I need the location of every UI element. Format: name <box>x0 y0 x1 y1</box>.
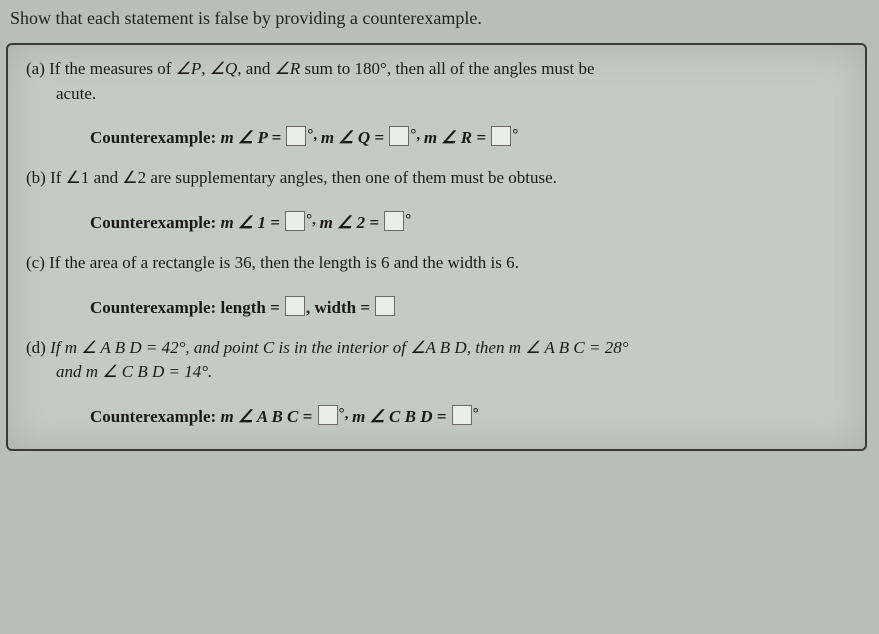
field-cbd-pre: m ∠ C B D = <box>352 407 451 426</box>
part-a-text-post: sum to 180°, then all of the angles must… <box>300 59 594 78</box>
part-d-counterexample: Counterexample: m ∠ A B C = °, m ∠ C B D… <box>90 405 847 427</box>
field-mr-post: ° <box>512 127 518 143</box>
input-angle-p[interactable] <box>286 126 306 146</box>
sep: , <box>201 59 210 78</box>
ce-label: Counterexample: <box>90 298 220 317</box>
part-a-text-post2: acute. <box>26 82 847 107</box>
field-m2-post: ° <box>405 212 411 228</box>
part-b-counterexample: Counterexample: m ∠ 1 = °, m ∠ 2 = ° <box>90 211 847 233</box>
angle-p: ∠P <box>176 59 202 78</box>
input-width[interactable] <box>375 296 395 316</box>
field-m2-pre: m ∠ 2 = <box>320 213 384 232</box>
input-angle-abc[interactable] <box>318 405 338 425</box>
field-m1-post: °, <box>306 212 320 228</box>
angle-q: ∠Q <box>210 59 238 78</box>
field-mq-pre: m ∠ Q = <box>321 128 388 147</box>
part-c-label: (c) <box>26 253 45 272</box>
part-c-text: If the area of a rectangle is 36, then t… <box>49 253 519 272</box>
part-c-statement: (c) If the area of a rectangle is 36, th… <box>26 251 847 276</box>
instruction-text: Show that each statement is false by pro… <box>10 8 867 29</box>
part-b: (b) If ∠1 and ∠2 are supplementary angle… <box>26 166 847 233</box>
part-b-label: (b) <box>26 168 46 187</box>
part-a-statement: (a) If the measures of ∠P, ∠Q, and ∠R su… <box>26 57 847 106</box>
part-d-label: (d) <box>26 338 46 357</box>
field-m1-pre: m ∠ 1 = <box>220 213 284 232</box>
field-abc-post: °, <box>339 406 353 422</box>
field-cbd-post: ° <box>473 406 479 422</box>
field-length-post: , <box>306 298 315 317</box>
field-mp-post: °, <box>307 127 321 143</box>
field-mp-pre: m ∠ P = <box>220 128 285 147</box>
input-length[interactable] <box>285 296 305 316</box>
part-a-counterexample: Counterexample: m ∠ P = °, m ∠ Q = °, m … <box>90 126 847 148</box>
field-mr-pre: m ∠ R = <box>424 128 491 147</box>
problem-box: (a) If the measures of ∠P, ∠Q, and ∠R su… <box>6 43 867 451</box>
part-b-text: If ∠1 and ∠2 are supplementary angles, t… <box>50 168 557 187</box>
part-a-text-pre: If the measures of <box>49 59 176 78</box>
part-c-counterexample: Counterexample: length = , width = <box>90 296 847 318</box>
field-abc-pre: m ∠ A B C = <box>220 407 316 426</box>
ce-label: Counterexample: <box>90 407 220 426</box>
field-mq-post: °, <box>410 127 424 143</box>
field-length-pre: length = <box>220 298 284 317</box>
input-angle-2[interactable] <box>384 211 404 231</box>
part-a: (a) If the measures of ∠P, ∠Q, and ∠R su… <box>26 57 847 148</box>
input-angle-1[interactable] <box>285 211 305 231</box>
sep: , and <box>237 59 274 78</box>
part-c: (c) If the area of a rectangle is 36, th… <box>26 251 847 318</box>
part-d-text1: If m ∠ A B D = 42°, and point C is in th… <box>50 338 628 357</box>
part-a-label: (a) <box>26 59 45 78</box>
input-angle-r[interactable] <box>491 126 511 146</box>
input-angle-cbd[interactable] <box>452 405 472 425</box>
field-width-pre: width = <box>315 298 375 317</box>
input-angle-q[interactable] <box>389 126 409 146</box>
part-b-statement: (b) If ∠1 and ∠2 are supplementary angle… <box>26 166 847 191</box>
ce-label: Counterexample: <box>90 128 220 147</box>
ce-label: Counterexample: <box>90 213 220 232</box>
part-d: (d) If m ∠ A B D = 42°, and point C is i… <box>26 336 847 427</box>
part-d-statement: (d) If m ∠ A B D = 42°, and point C is i… <box>26 336 847 385</box>
part-d-text2: and m ∠ C B D = 14°. <box>26 360 847 385</box>
angle-r: ∠R <box>275 59 301 78</box>
